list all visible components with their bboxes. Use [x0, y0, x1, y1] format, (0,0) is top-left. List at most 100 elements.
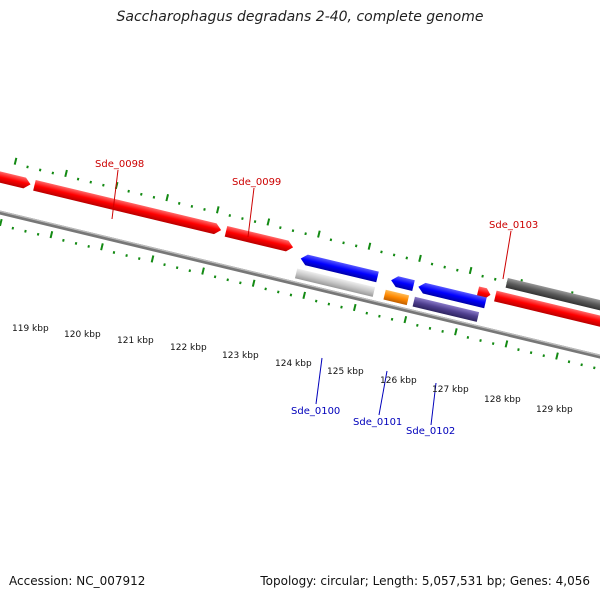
minor-tick: [342, 241, 345, 245]
minor-tick: [24, 229, 27, 233]
gene-arrow-forward[interactable]: [0, 162, 32, 189]
major-tick: [317, 230, 321, 238]
minor-tick: [443, 265, 446, 269]
reverse-leader-lines: [315, 357, 437, 426]
minor-tick: [314, 299, 318, 303]
minor-tick: [304, 232, 307, 236]
minor-tick: [26, 165, 29, 169]
minor-tick: [416, 323, 419, 327]
gene-arrow-sde-0100[interactable]: [299, 253, 379, 283]
accession-text: Accession: NC_007912: [9, 574, 146, 588]
minor-tick: [430, 262, 434, 266]
minor-tick: [291, 229, 295, 233]
minor-tick: [380, 250, 383, 254]
minor-tick: [479, 339, 482, 342]
minor-tick: [102, 183, 105, 187]
minor-tick: [593, 366, 596, 370]
gene-bar-sde-0101[interactable]: [383, 289, 410, 306]
minor-tick: [517, 348, 520, 352]
minor-tick: [289, 293, 293, 297]
minor-tick: [253, 220, 257, 224]
kbp-label: 123 kbp: [222, 351, 259, 361]
minor-tick: [213, 275, 217, 279]
major-tick: [367, 242, 372, 250]
minor-tick: [390, 317, 394, 321]
forward-leader-lines: [111, 169, 512, 280]
gene-arrow-sde-0099[interactable]: [224, 225, 295, 253]
gene-label-sde-0100[interactable]: Sde_0100: [291, 406, 340, 417]
gene-arrow-small-forward[interactable]: [476, 286, 492, 300]
minor-tick: [177, 201, 181, 205]
minor-tick: [329, 238, 333, 242]
minor-tick: [354, 244, 358, 248]
minor-tick: [378, 314, 381, 318]
major-tick: [454, 328, 458, 336]
minor-tick: [441, 329, 444, 333]
gene-arrow-sde-0103[interactable]: [494, 290, 600, 343]
topology-text: Topology: circular; Length: 5,057,531 bp…: [260, 574, 590, 588]
minor-tick: [175, 266, 179, 270]
major-tick: [0, 218, 3, 227]
minor-tick: [38, 168, 42, 172]
minor-tick: [125, 254, 128, 257]
minor-tick: [392, 253, 396, 257]
minor-tick: [491, 342, 495, 345]
gene-bar-sde-0102[interactable]: [412, 296, 480, 322]
gene-bar-forward-grey[interactable]: [505, 277, 600, 325]
minor-tick: [466, 336, 470, 339]
minor-tick: [277, 290, 280, 294]
minor-tick: [456, 268, 459, 272]
minor-tick: [529, 351, 533, 355]
reverse-tick-row: [0, 218, 596, 370]
minor-tick: [365, 311, 369, 315]
major-tick: [266, 218, 271, 226]
kbp-label: 126 kbp: [380, 376, 417, 386]
gene-label-sde-0098[interactable]: Sde_0098: [95, 159, 144, 170]
gene-arrow-sde-0102-blue[interactable]: [417, 281, 487, 309]
minor-tick: [327, 302, 331, 306]
gene-arrow-sde-0098[interactable]: [33, 179, 222, 236]
major-tick: [150, 255, 155, 263]
minor-tick: [340, 305, 343, 309]
gene-arrow-reverse-small[interactable]: [390, 275, 415, 291]
major-tick: [64, 169, 68, 178]
minor-tick: [279, 226, 282, 230]
minor-tick: [74, 241, 78, 245]
major-tick: [100, 243, 104, 251]
minor-tick: [228, 214, 232, 217]
major-tick: [215, 206, 220, 214]
minor-tick: [264, 287, 267, 291]
minor-tick: [51, 171, 55, 175]
kbp-label: 119 kbp: [12, 324, 49, 334]
major-tick: [403, 315, 408, 324]
kbp-label: 124 kbp: [275, 359, 312, 369]
minor-tick: [62, 238, 65, 242]
minor-tick: [87, 244, 90, 248]
kbp-label: 120 kbp: [64, 330, 101, 340]
major-tick: [504, 340, 509, 348]
kbp-label: 122 kbp: [170, 343, 207, 353]
major-tick: [555, 352, 559, 360]
minor-tick: [11, 226, 15, 230]
minor-tick: [112, 251, 116, 254]
gene-label-sde-0103[interactable]: Sde_0103: [489, 220, 538, 231]
minor-tick: [89, 180, 92, 184]
forward-tick-row: [13, 157, 598, 305]
minor-tick: [542, 354, 545, 358]
gene-bar-reverse-grey[interactable]: [294, 268, 376, 297]
minor-tick: [188, 269, 192, 273]
minor-tick: [163, 263, 166, 267]
minor-tick: [226, 278, 229, 282]
genome-backbone-highlight: [0, 166, 600, 402]
gene-label-sde-0101[interactable]: Sde_0101: [353, 417, 402, 428]
kbp-label: 129 kbp: [536, 405, 573, 415]
gene-label-sde-0099[interactable]: Sde_0099: [232, 177, 281, 188]
minor-tick: [241, 217, 244, 221]
major-tick: [165, 194, 170, 202]
minor-tick: [481, 274, 484, 278]
minor-tick: [580, 363, 583, 367]
gene-label-sde-0102[interactable]: Sde_0102: [406, 426, 455, 437]
minor-tick: [203, 208, 206, 211]
